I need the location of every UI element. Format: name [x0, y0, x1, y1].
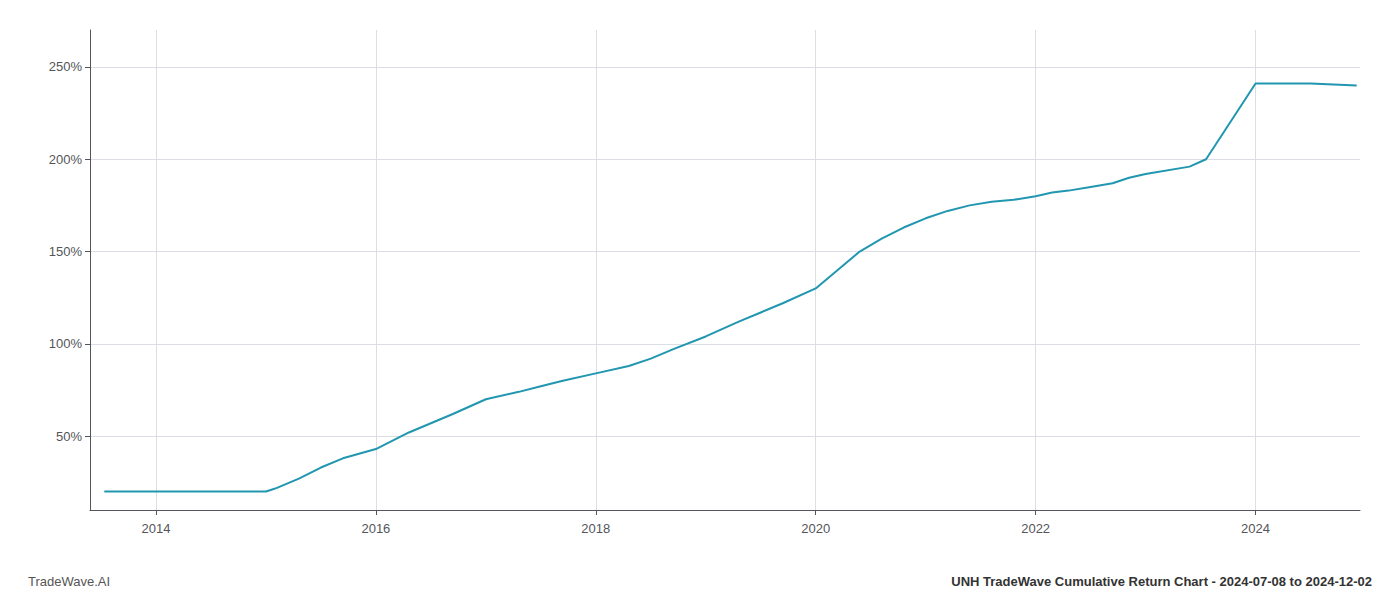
- svg-text:200%: 200%: [49, 152, 83, 167]
- svg-text:250%: 250%: [49, 59, 83, 74]
- svg-text:2018: 2018: [581, 521, 610, 536]
- svg-text:50%: 50%: [56, 429, 82, 444]
- svg-text:UNH TradeWave Cumulative Retur: UNH TradeWave Cumulative Return Chart - …: [951, 574, 1372, 589]
- svg-text:2020: 2020: [801, 521, 830, 536]
- svg-text:TradeWave.AI: TradeWave.AI: [28, 574, 110, 589]
- svg-text:2024: 2024: [1241, 521, 1270, 536]
- svg-text:2016: 2016: [361, 521, 390, 536]
- svg-text:2014: 2014: [142, 521, 171, 536]
- svg-text:150%: 150%: [49, 244, 83, 259]
- svg-text:100%: 100%: [49, 336, 83, 351]
- svg-text:2022: 2022: [1021, 521, 1050, 536]
